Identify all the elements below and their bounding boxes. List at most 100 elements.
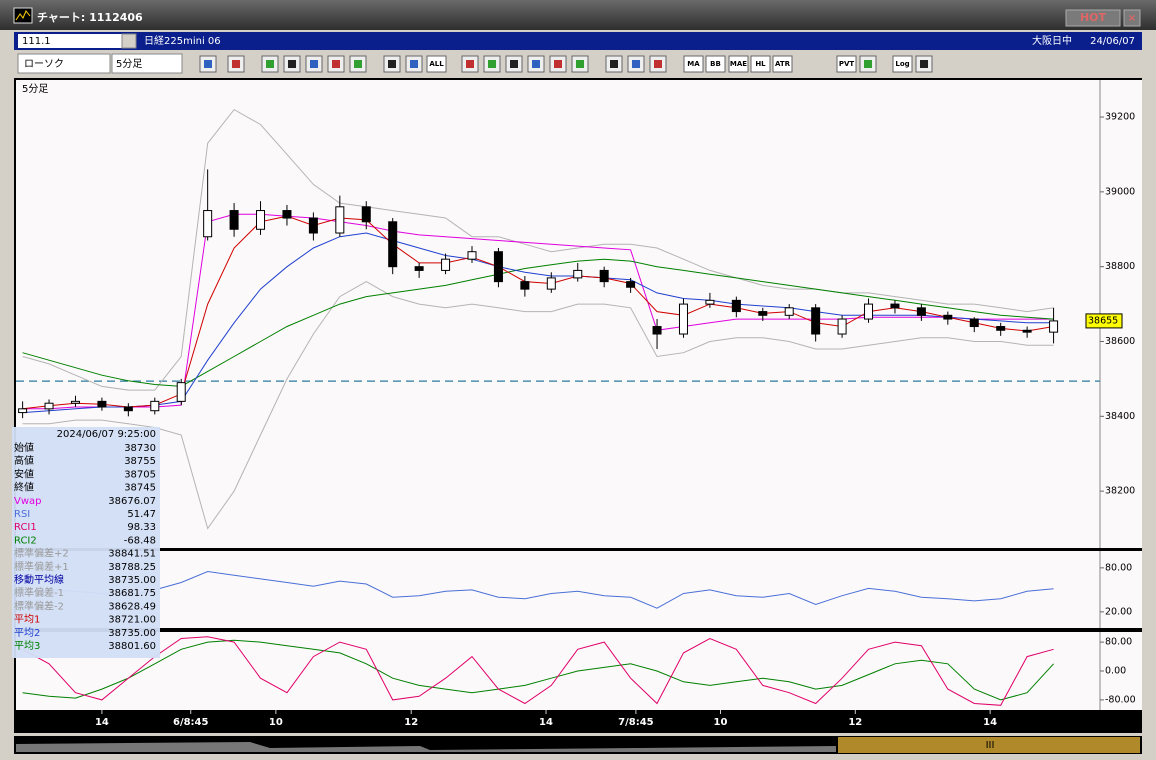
candle-body — [546, 277, 556, 290]
info-value: 38730 — [124, 443, 156, 454]
period-combo[interactable] — [111, 53, 183, 74]
tool-button[interactable] — [728, 55, 749, 73]
info-label: 平均3 — [14, 640, 40, 652]
close-button[interactable] — [1123, 9, 1141, 27]
chart-style: ローソク — [24, 58, 64, 70]
x-tick-label: 6/8:45 — [173, 717, 209, 728]
tool-button-label: ALL — [429, 60, 444, 68]
tool-button[interactable] — [426, 55, 447, 73]
info-rows: 2024/06/07 9:25:00 始値 38730 高値 38755 安値 38705 終… — [14, 429, 156, 652]
tool-glyph — [864, 60, 872, 68]
indicator-line — [22, 636, 1054, 706]
info-label: 安値 — [14, 467, 34, 480]
info-value: 38735.00 — [108, 575, 156, 586]
tool-glyph — [332, 60, 340, 68]
candle-body — [150, 400, 160, 412]
period-label: 5分足 — [22, 83, 48, 95]
info-label: 標準偏差+2 — [14, 547, 69, 560]
indicator-line — [22, 639, 1054, 701]
tool-button[interactable] — [772, 55, 793, 73]
tool-glyph — [554, 60, 562, 68]
candle-body — [811, 307, 821, 335]
x-tick-label: 10 — [269, 717, 283, 728]
candle-body — [282, 210, 292, 219]
y-tick-label: 39200 — [1105, 112, 1135, 123]
info-value: 38676.07 — [108, 496, 156, 507]
code-combo[interactable] — [18, 34, 136, 48]
info-value: 38841.51 — [108, 549, 156, 560]
info-value: 38628.49 — [108, 601, 156, 612]
tool-glyph — [354, 60, 362, 68]
x-tick-label: 14 — [983, 717, 997, 728]
indicator-line — [22, 215, 1054, 410]
candle-body — [784, 307, 794, 316]
tool-button-label: BB — [710, 60, 721, 68]
indicator-line — [22, 258, 1054, 387]
candle-body — [256, 210, 266, 230]
y-tick-label: 38600 — [1105, 336, 1135, 347]
tool-button[interactable] — [750, 55, 771, 73]
y-tick-label: 38400 — [1105, 411, 1135, 422]
candle-body — [678, 303, 688, 335]
info-label: 平均1 — [14, 614, 40, 626]
last-price: 38655 — [1088, 315, 1118, 326]
info-label: RCI2 — [14, 535, 37, 546]
tool-button[interactable] — [892, 55, 913, 73]
candle-body — [388, 221, 398, 268]
candle-body — [229, 210, 239, 230]
candle-body — [890, 303, 900, 309]
axis-background — [1100, 551, 1142, 628]
date: 24/06/07 — [1090, 36, 1135, 47]
panel-background — [16, 632, 1100, 710]
candle-body — [837, 318, 847, 335]
tool-glyph — [510, 60, 518, 68]
info-datetime: 2024/06/07 9:25:00 — [57, 429, 156, 440]
indicator-line — [22, 281, 1054, 530]
info-value: 38801.60 — [108, 641, 156, 652]
tool-glyph — [576, 60, 584, 68]
tool-glyph — [232, 60, 240, 68]
axis-background — [1100, 632, 1142, 710]
candle-body — [70, 400, 80, 404]
candle-body — [414, 266, 424, 271]
candle-body — [1049, 320, 1059, 333]
panel-background — [16, 551, 1100, 628]
indicator-line — [22, 570, 1054, 609]
candle-body — [1022, 329, 1032, 333]
candle-body — [599, 269, 609, 283]
tool-glyph — [310, 60, 318, 68]
y-tick-label: 20.00 — [1105, 606, 1132, 617]
info-label: 標準偏差-2 — [14, 599, 64, 612]
toolbar-icons: ALL MA BB MAE HL ATR PVT Log — [199, 55, 933, 73]
y-tick-label: 0.00 — [1105, 666, 1126, 677]
candle-body — [916, 307, 926, 316]
tool-glyph — [266, 60, 274, 68]
style-combo[interactable] — [17, 53, 111, 74]
tool-button[interactable] — [705, 55, 726, 73]
tool-button[interactable] — [836, 55, 857, 73]
window-title: チャート: 1112406 — [37, 11, 143, 24]
info-value: 38755 — [124, 456, 156, 467]
tool-glyph — [388, 60, 396, 68]
info-value: 51.47 — [127, 509, 156, 520]
candle-body — [203, 210, 213, 238]
info-value: 38788.25 — [108, 562, 156, 573]
combo-arrow[interactable] — [121, 33, 137, 49]
candle-body — [308, 217, 318, 234]
tool-glyph — [632, 60, 640, 68]
x-tick-label: 12 — [848, 717, 862, 728]
info-value: 38721.00 — [108, 615, 156, 626]
hot-button[interactable] — [1065, 9, 1121, 27]
tool-button-label: ATR — [775, 60, 791, 68]
tool-glyph — [488, 60, 496, 68]
tool-glyph — [204, 60, 212, 68]
candle-body — [731, 299, 741, 313]
info-value: -68.48 — [124, 535, 156, 546]
candle-body — [573, 269, 583, 279]
candle-body — [969, 318, 979, 328]
tool-button[interactable] — [683, 55, 704, 73]
candle-body — [943, 314, 953, 320]
scroll-thumb[interactable] — [838, 737, 1140, 753]
info-label: RSI — [14, 509, 30, 520]
